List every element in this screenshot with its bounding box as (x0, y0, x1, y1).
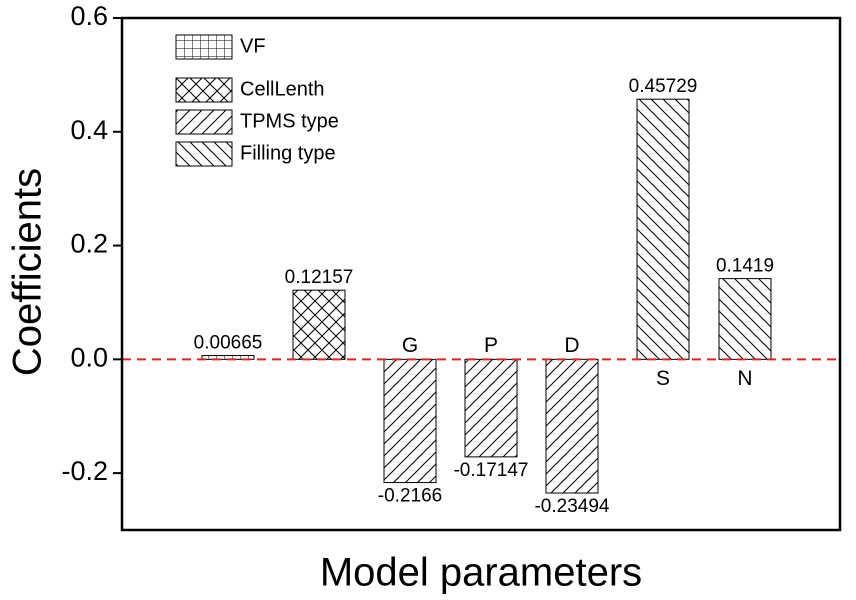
y-tick-label: 0.2 (70, 229, 108, 259)
category-label: N (737, 367, 752, 390)
y-tick-label: 0.4 (70, 115, 108, 145)
y-axis-title: Coefficients (6, 168, 50, 376)
legend-label: TPMS type (240, 110, 339, 132)
bar (718, 278, 772, 360)
y-tick-label: 0.0 (70, 342, 108, 372)
legend-swatch (175, 109, 233, 135)
category-label: D (564, 334, 579, 357)
value-label: 0.45729 (629, 76, 698, 97)
legend-label: VF (240, 35, 266, 57)
bar (545, 358, 599, 494)
bar (292, 289, 346, 360)
legend-swatch (175, 34, 233, 60)
legend-swatch (175, 77, 233, 103)
category-label: P (484, 334, 498, 357)
category-label: S (656, 367, 670, 390)
plot-frame (120, 16, 842, 532)
bar (383, 358, 437, 484)
x-axis-title: Model parameters (320, 551, 642, 595)
y-tick-label: 0.6 (70, 1, 108, 31)
value-label: 0.12157 (285, 267, 354, 288)
category-label: G (402, 334, 418, 357)
value-label: -0.17147 (453, 460, 528, 481)
value-label: -0.2166 (378, 486, 442, 507)
legend-label: Filling type (240, 142, 336, 164)
y-tick-label: -0.2 (61, 456, 108, 486)
value-label: -0.23494 (534, 496, 609, 517)
legend-swatch (175, 141, 233, 167)
bar (636, 98, 690, 360)
value-label: 0.1419 (716, 256, 774, 277)
bar (464, 358, 518, 458)
legend-label: CellLenth (240, 78, 325, 100)
value-label: 0.00665 (194, 333, 263, 354)
